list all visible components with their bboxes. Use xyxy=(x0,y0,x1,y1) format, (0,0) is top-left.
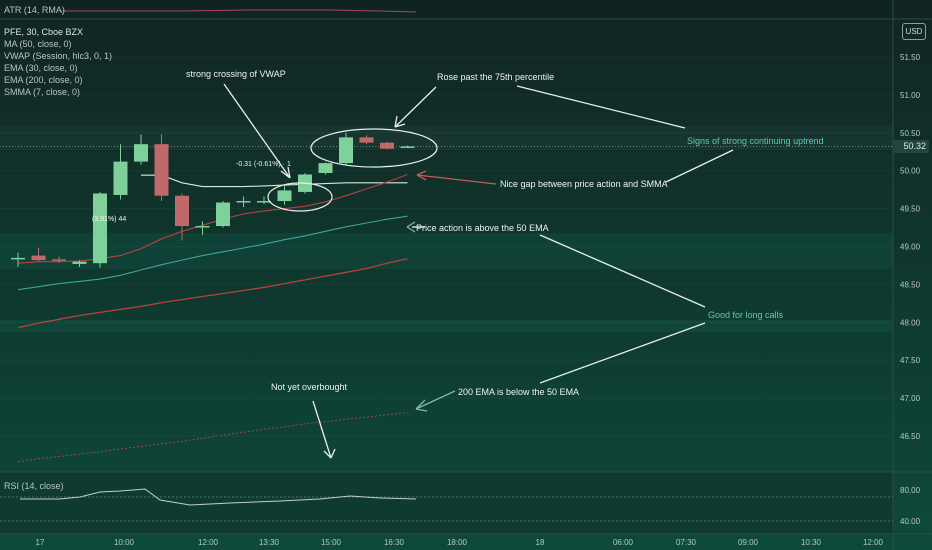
arrow-long-calls-2 xyxy=(539,322,706,384)
rsi-line xyxy=(20,488,417,506)
candle-body-1 xyxy=(31,255,46,261)
rsi-panel-bg xyxy=(0,472,893,534)
price-tick-4: 49.50 xyxy=(900,205,921,214)
time-tick-3: 13:30 xyxy=(259,538,280,547)
indicator-ema30[interactable]: EMA (30, close, 0) xyxy=(4,63,78,73)
series-line-4 xyxy=(17,412,408,463)
price-tick-3: 50.00 xyxy=(900,167,921,176)
atr-label: ATR (14, RMA) xyxy=(4,5,65,15)
ellipse-75th xyxy=(310,128,438,168)
time-tick-12: 12:00 xyxy=(863,538,884,547)
ellipse-vwap-cross xyxy=(267,182,333,212)
candle-body-12 xyxy=(257,201,271,203)
rsi-axis-80: 80.00 xyxy=(900,486,921,495)
series-line-3 xyxy=(17,257,408,329)
candle-body-7 xyxy=(154,144,169,196)
change-label-2: (3.91%) 44 xyxy=(92,216,127,223)
annotation-strong-uptrend: Signs of strong continuing uptrend xyxy=(687,136,824,146)
last-price-tag: 50.32 xyxy=(893,140,929,153)
arrow-not-overbought xyxy=(312,400,336,459)
annotation-above-50ema: Price action is above the 50 EMA xyxy=(416,223,549,233)
arrow-signs-line xyxy=(516,85,686,129)
time-tick-10: 09:00 xyxy=(738,538,759,547)
price-tick-2: 50.50 xyxy=(900,129,921,138)
time-tick-1: 10:00 xyxy=(114,538,135,547)
symbol-label[interactable]: PFE, 30, Cboe BZX xyxy=(4,27,84,37)
annotation-not-overbought: Not yet overbought xyxy=(271,382,348,392)
arrow-vwap-crossing xyxy=(223,83,291,179)
price-tick-9: 47.00 xyxy=(900,394,921,403)
change-label-1: -0.31 (-0.61%) · 1 xyxy=(236,161,291,168)
series-line-1 xyxy=(17,173,408,264)
arrow-50ema-tip xyxy=(406,221,416,233)
candle-body-18 xyxy=(380,142,394,149)
candle-body-17 xyxy=(359,137,374,143)
highlight-band-top xyxy=(0,126,893,150)
arrow-signs-line-2 xyxy=(665,149,734,183)
time-tick-7: 18 xyxy=(536,538,545,547)
annotation-75th-percentile: Rose past the 75th percentile xyxy=(437,72,555,82)
series-line-2 xyxy=(17,215,408,291)
atr-panel-bg xyxy=(0,0,893,19)
candle-body-10 xyxy=(216,202,230,227)
arrow-smma-gap xyxy=(416,170,497,185)
candle-body-0 xyxy=(11,257,25,260)
arrow-long-calls-1 xyxy=(539,234,706,308)
highlight-band-low xyxy=(0,320,893,332)
indicator-ma50[interactable]: MA (50, close, 0) xyxy=(4,39,72,49)
annotation-smma-gap: Nice gap between price action and SMMA xyxy=(500,179,668,189)
time-tick-5: 16:30 xyxy=(384,538,405,547)
highlight-band-mid xyxy=(0,233,893,269)
time-tick-4: 15:00 xyxy=(321,538,342,547)
time-tick-2: 12:00 xyxy=(198,538,219,547)
indicator-vwap[interactable]: VWAP (Session, hlc3, 0, 1) xyxy=(4,51,113,61)
candle-body-6 xyxy=(134,144,148,162)
candle-body-19 xyxy=(400,146,415,148)
time-tick-11: 10:30 xyxy=(801,538,822,547)
candle-body-2 xyxy=(52,259,66,261)
time-tick-0: 17 xyxy=(36,538,45,547)
price-tick-1: 51.00 xyxy=(900,91,921,100)
price-tick-0: 51.50 xyxy=(900,53,921,62)
rsi-axis-40: 40.00 xyxy=(900,517,921,526)
candle-body-4 xyxy=(93,193,107,264)
candle-body-16 xyxy=(339,137,353,164)
time-tick-8: 06:00 xyxy=(613,538,634,547)
price-tick-5: 49.00 xyxy=(900,243,921,252)
time-tick-6: 18:00 xyxy=(447,538,468,547)
annotation-200ema-below: 200 EMA is below the 50 EMA xyxy=(458,387,580,397)
price-tick-7: 48.00 xyxy=(900,318,921,327)
candle-body-11 xyxy=(236,201,251,203)
annotation-long-calls: Good for long calls xyxy=(708,310,784,320)
arrow-200ema xyxy=(415,390,456,412)
indicator-ema200[interactable]: EMA (200, close, 0) xyxy=(4,75,83,85)
annotation-vwap-crossing: strong crossing of VWAP xyxy=(186,69,286,79)
series-line-0 xyxy=(141,174,408,188)
price-tick-8: 47.50 xyxy=(900,356,921,365)
candle-body-13 xyxy=(277,190,292,202)
price-tick-6: 48.50 xyxy=(900,280,921,289)
price-tick-10: 46.50 xyxy=(900,432,921,441)
atr-line xyxy=(60,9,417,13)
candle-body-8 xyxy=(175,195,189,227)
time-tick-9: 07:30 xyxy=(676,538,697,547)
candle-body-9 xyxy=(195,226,210,228)
arrow-75th-percentile xyxy=(394,86,437,128)
rsi-label: RSI (14, close) xyxy=(4,481,64,491)
candle-body-3 xyxy=(72,261,87,264)
candle-body-15 xyxy=(318,163,333,173)
currency-badge[interactable]: USD xyxy=(902,23,926,40)
indicator-smma[interactable]: SMMA (7, close, 0) xyxy=(4,87,81,97)
candle-body-5 xyxy=(113,161,128,195)
